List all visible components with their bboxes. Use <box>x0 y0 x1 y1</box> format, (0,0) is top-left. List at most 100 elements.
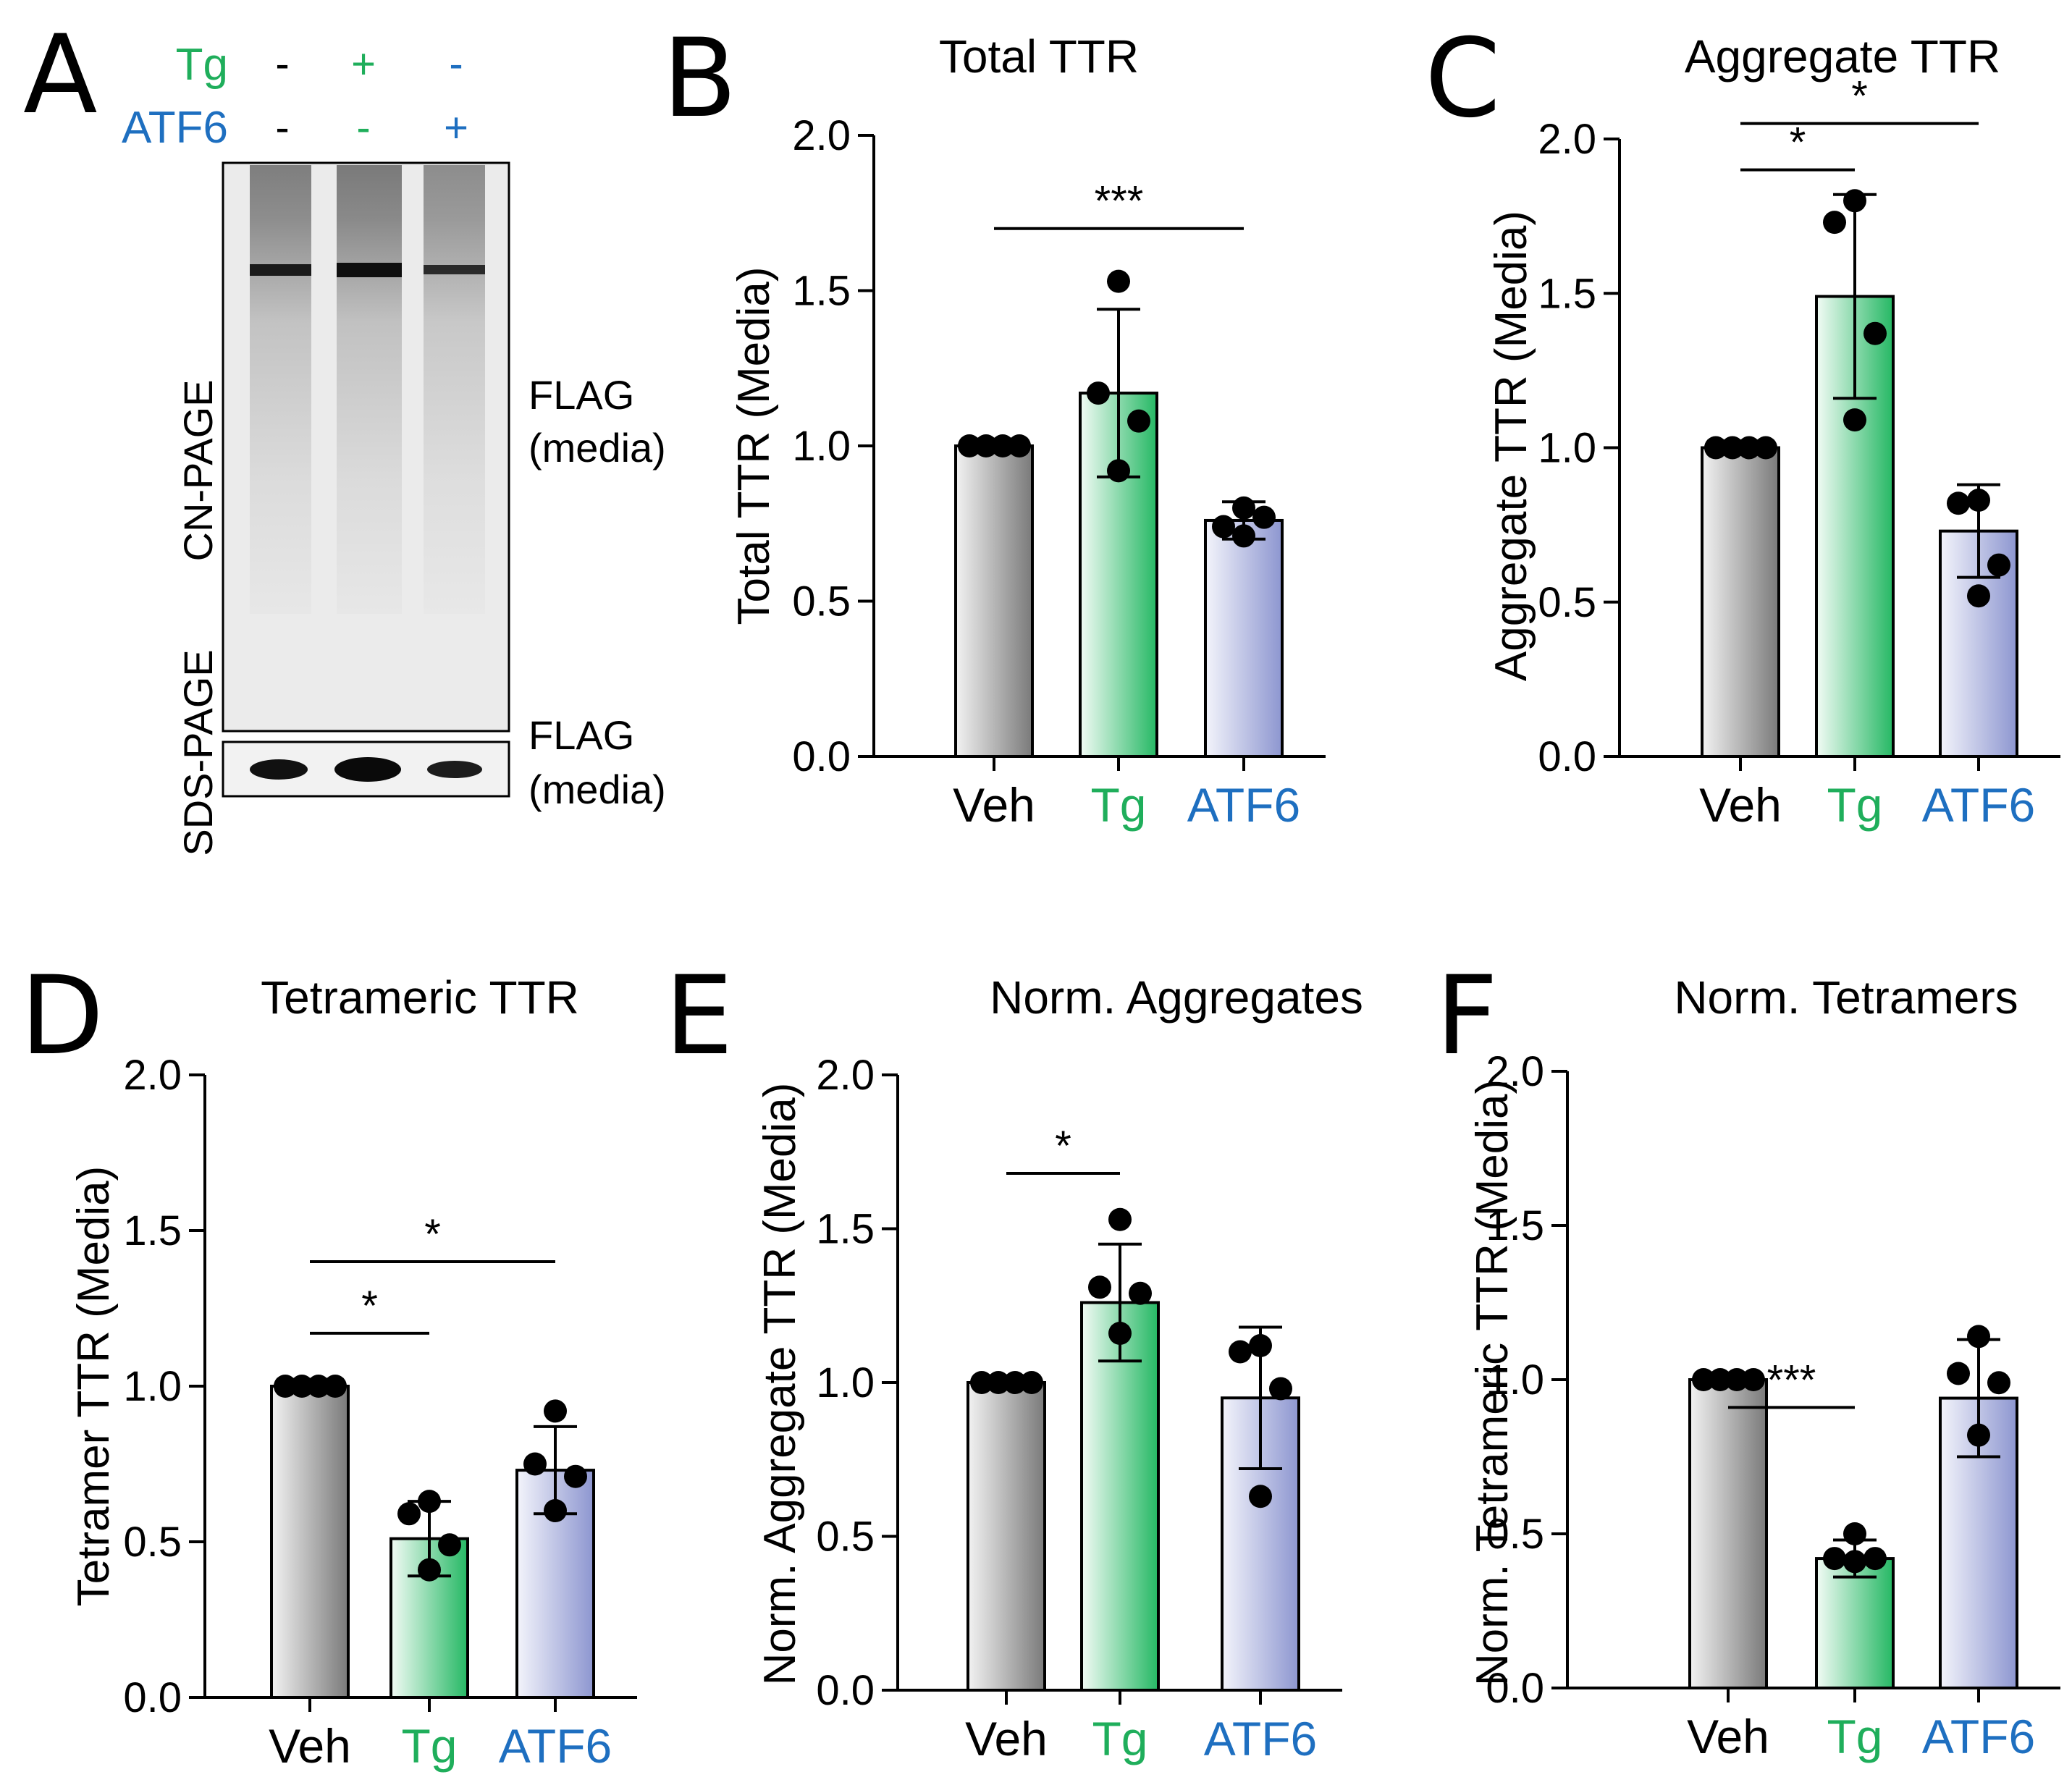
data-point-f-2-1 <box>1947 1362 1970 1385</box>
blot-row-label-atf6: ATF6 <box>122 103 228 153</box>
data-point-f-1-0 <box>1843 1522 1866 1545</box>
side-label-sds-page: SDS-PAGE <box>175 649 221 856</box>
side-label-cn-page: CN-PAGE <box>175 380 221 562</box>
data-point-b-2-0 <box>1232 496 1255 520</box>
bar-f-veh <box>1688 1378 1768 1689</box>
data-point-f-0-0 <box>1692 1368 1715 1391</box>
data-point-c-0-2 <box>1738 436 1761 460</box>
x-tick-label-c-tg: Tg <box>1827 778 1882 832</box>
y-tick-label-f-0: 0.0 <box>1486 1665 1544 1712</box>
bar-b-atf6 <box>1204 518 1284 759</box>
x-tick-label-d-veh: Veh <box>269 1719 351 1773</box>
data-point-c-0-1 <box>1721 436 1744 460</box>
chart-panel-f: F Norm. Tetramers Norm. Tetrameric TTR (Me… <box>1436 953 2060 1763</box>
sds-band-2 <box>334 757 401 782</box>
data-point-b-0-3 <box>1008 434 1031 457</box>
y-axis-label-b: Total TTR (Media) <box>729 267 779 625</box>
chart-title-c: Aggregate TTR <box>1685 30 2000 83</box>
data-point-f-0-3 <box>1742 1368 1765 1391</box>
y-tick-label-e-3: 1.5 <box>816 1206 875 1253</box>
significance-label-d-0: * <box>361 1283 378 1330</box>
y-axis-label-e: Norm. Aggregate TTR (Media) <box>755 1083 805 1686</box>
data-point-b-1-2 <box>1127 409 1150 433</box>
y-tick-label-c-1: 0.5 <box>1538 579 1596 626</box>
sds-band-3 <box>427 761 482 778</box>
y-tick-label-e-1: 0.5 <box>816 1514 875 1561</box>
bar-e-tg <box>1080 1301 1160 1692</box>
data-point-d-0-3 <box>324 1375 347 1398</box>
data-point-e-1-2 <box>1129 1281 1152 1305</box>
chart-title-b: Total TTR <box>939 30 1139 83</box>
bar-b-veh <box>954 444 1034 758</box>
data-point-e-0-3 <box>1020 1371 1043 1394</box>
data-point-e-0-0 <box>970 1371 993 1394</box>
y-tick-label-b-1: 0.5 <box>792 578 851 625</box>
data-point-d-0-1 <box>290 1375 313 1398</box>
data-point-c-0-3 <box>1754 436 1777 460</box>
y-tick-label-e-2: 1.0 <box>816 1359 875 1406</box>
data-point-f-0-2 <box>1725 1368 1748 1391</box>
y-tick-label-c-2: 1.0 <box>1538 425 1596 472</box>
cn-band-3 <box>424 265 485 274</box>
blot-row-label-tg: Tg <box>176 40 228 90</box>
data-point-d-1-1 <box>397 1502 421 1526</box>
y-tick-label-d-0: 0.0 <box>123 1674 182 1721</box>
data-point-e-1-1 <box>1088 1275 1111 1299</box>
band-label-media-cn: (media) <box>528 425 666 470</box>
y-axis-label-f: Norm. Tetrameric TTR (Media) <box>1467 1079 1517 1686</box>
data-point-b-0-2 <box>991 434 1014 457</box>
y-tick-label-d-2: 1.0 <box>123 1363 182 1410</box>
chart-panel-c: C Aggregate TTR Aggregate TTR (Media) 0.0 0.… <box>1425 16 2060 832</box>
blot-mark-atf6-1: - <box>275 104 289 151</box>
y-tick-label-c-3: 1.5 <box>1538 270 1596 317</box>
y-tick-label-b-4: 2.0 <box>792 112 851 159</box>
x-tick-label-c-veh: Veh <box>1699 778 1782 832</box>
data-point-c-2-3 <box>1967 584 1990 608</box>
blot-mark-atf6-3: + <box>444 104 468 151</box>
blot-mark-tg-1: - <box>275 41 289 88</box>
y-axis-label-c: Aggregate TTR (Media) <box>1486 211 1536 681</box>
data-point-c-0-0 <box>1704 436 1727 460</box>
panel-letter-e: E <box>665 953 733 1079</box>
x-tick-label-e-tg: Tg <box>1092 1712 1147 1765</box>
data-point-b-2-2 <box>1252 505 1276 529</box>
chart-title-f: Norm. Tetramers <box>1674 971 2018 1024</box>
data-point-e-2-3 <box>1249 1485 1272 1508</box>
significance-label-e-0: * <box>1055 1123 1071 1170</box>
data-point-f-2-2 <box>1987 1371 2010 1395</box>
sds-band-1 <box>250 759 308 780</box>
x-tick-label-d-tg: Tg <box>401 1719 457 1773</box>
x-tick-label-d-atf6: ATF6 <box>499 1719 612 1773</box>
x-tick-label-b-tg: Tg <box>1090 778 1146 832</box>
y-tick-label-f-4: 2.0 <box>1486 1048 1544 1095</box>
y-tick-label-d-4: 2.0 <box>123 1052 182 1099</box>
data-point-f-1-2 <box>1863 1547 1887 1571</box>
significance-label-c-0: * <box>1790 119 1806 166</box>
chart-title-e: Norm. Aggregates <box>990 971 1363 1024</box>
data-point-d-0-0 <box>274 1375 297 1398</box>
data-point-b-1-0 <box>1107 269 1130 293</box>
x-tick-label-f-atf6: ATF6 <box>1922 1710 2035 1763</box>
chart-title-d: Tetrameric TTR <box>261 971 579 1024</box>
y-tick-label-f-1: 0.5 <box>1486 1511 1544 1558</box>
data-point-d-1-3 <box>418 1558 441 1582</box>
x-tick-label-c-atf6: ATF6 <box>1922 778 2035 832</box>
y-tick-label-c-0: 0.0 <box>1538 733 1596 780</box>
x-tick-label-f-tg: Tg <box>1827 1710 1882 1763</box>
y-tick-label-b-2: 1.0 <box>792 423 851 470</box>
x-tick-label-f-veh: Veh <box>1687 1710 1769 1763</box>
cn-lane-3 <box>424 165 485 614</box>
data-point-f-0-1 <box>1709 1368 1732 1391</box>
blot-mark-tg-2: + <box>351 41 376 88</box>
significance-label-d-1: * <box>424 1211 441 1258</box>
chart-panel-b: B Total TTR Total TTR (Media) 0.0 0.5 1.0 1.5 2… <box>662 16 1326 832</box>
band-label-flag-cn: FLAG <box>528 372 634 418</box>
y-tick-label-f-2: 1.0 <box>1486 1356 1544 1404</box>
data-point-b-2-1 <box>1212 515 1235 539</box>
data-point-c-1-1 <box>1823 211 1846 235</box>
data-point-b-1-3 <box>1107 459 1130 483</box>
panel-letter-f: F <box>1436 953 1498 1079</box>
data-point-c-1-2 <box>1863 321 1887 345</box>
bar-e-veh <box>966 1381 1046 1692</box>
